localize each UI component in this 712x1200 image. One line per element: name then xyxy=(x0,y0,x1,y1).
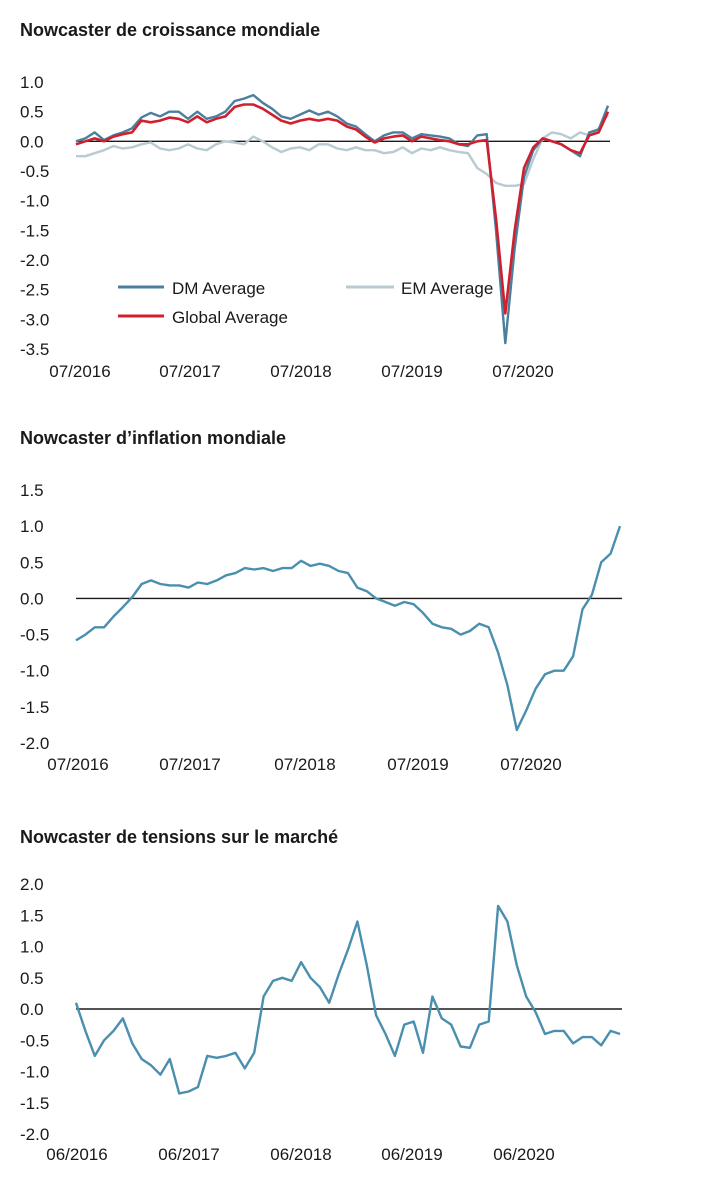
y-tick-label: -1.0 xyxy=(20,1063,49,1082)
y-tick-label: -0.5 xyxy=(20,626,49,645)
x-tick-label: 06/2016 xyxy=(46,1145,107,1164)
x-tick-label: 06/2020 xyxy=(493,1145,554,1164)
y-tick-label: -1.5 xyxy=(20,221,49,240)
x-tick-label: 07/2020 xyxy=(492,362,553,381)
x-tick-label: 06/2019 xyxy=(381,1145,442,1164)
y-tick-label: -2.0 xyxy=(20,1125,49,1144)
y-tick-label: 0.5 xyxy=(20,553,44,572)
y-tick-label: -2.5 xyxy=(20,281,49,300)
x-tick-label: 07/2017 xyxy=(159,755,220,774)
x-tick-label: 07/2017 xyxy=(159,362,220,381)
y-tick-label: 0.0 xyxy=(20,589,44,608)
x-tick-label: 07/2018 xyxy=(274,755,335,774)
stress-chart-title: Nowcaster de tensions sur le marché xyxy=(20,827,339,847)
growth-chart-title: Nowcaster de croissance mondiale xyxy=(20,20,321,40)
y-tick-label: 1.0 xyxy=(20,517,44,536)
series-line-dm-average xyxy=(75,93,610,345)
series-line-em-average xyxy=(76,113,609,188)
y-tick-label: 0.5 xyxy=(20,969,44,988)
x-tick-label: 07/2016 xyxy=(47,755,108,774)
y-tick-label: -1.0 xyxy=(20,192,49,211)
y-tick-label: -1.5 xyxy=(20,1094,49,1113)
x-tick-label: 07/2020 xyxy=(500,755,561,774)
y-tick-label: -0.5 xyxy=(20,162,49,181)
series-line-1 xyxy=(75,525,622,732)
y-tick-label: 1.5 xyxy=(20,906,44,925)
legend-label: DM Average xyxy=(172,279,265,298)
y-tick-label: 1.0 xyxy=(20,73,44,92)
y-tick-label: 0.0 xyxy=(20,132,44,151)
y-tick-label: -3.5 xyxy=(20,340,49,359)
x-tick-label: 06/2017 xyxy=(158,1145,219,1164)
legend-label: Global Average xyxy=(172,308,288,327)
x-tick-label: 07/2019 xyxy=(381,362,442,381)
y-tick-label: 2.0 xyxy=(20,875,44,894)
series-line-2 xyxy=(74,904,621,1095)
y-tick-label: -1.0 xyxy=(20,662,49,681)
y-tick-label: 1.0 xyxy=(20,938,44,957)
inflation-chart-title: Nowcaster d’inflation mondiale xyxy=(20,428,287,448)
series-line-global-average xyxy=(75,103,610,315)
y-tick-label: -0.5 xyxy=(20,1031,49,1050)
x-tick-label: 06/2018 xyxy=(270,1145,331,1164)
growth-nowcaster-chart: 1.00.50.0-0.5-1.0-1.5-2.0-2.5-3.0-3.507/… xyxy=(20,73,610,381)
y-tick-label: 0.0 xyxy=(20,1000,44,1019)
y-tick-label: -2.0 xyxy=(20,734,49,753)
x-tick-label: 07/2018 xyxy=(270,362,331,381)
legend-label: EM Average xyxy=(401,279,493,298)
y-tick-label: 1.5 xyxy=(20,481,44,500)
y-tick-label: 0.5 xyxy=(20,103,44,122)
y-tick-label: -1.5 xyxy=(20,698,49,717)
y-tick-label: -3.0 xyxy=(20,310,49,329)
x-tick-label: 07/2016 xyxy=(49,362,110,381)
x-tick-label: 07/2019 xyxy=(387,755,448,774)
y-tick-label: -2.0 xyxy=(20,251,49,270)
inflation-nowcaster-chart: 1.5 1.0 0.5 0.0 -0.5 -1.0 -1.5 -2.0 07/2016 07/20… xyxy=(20,481,622,774)
